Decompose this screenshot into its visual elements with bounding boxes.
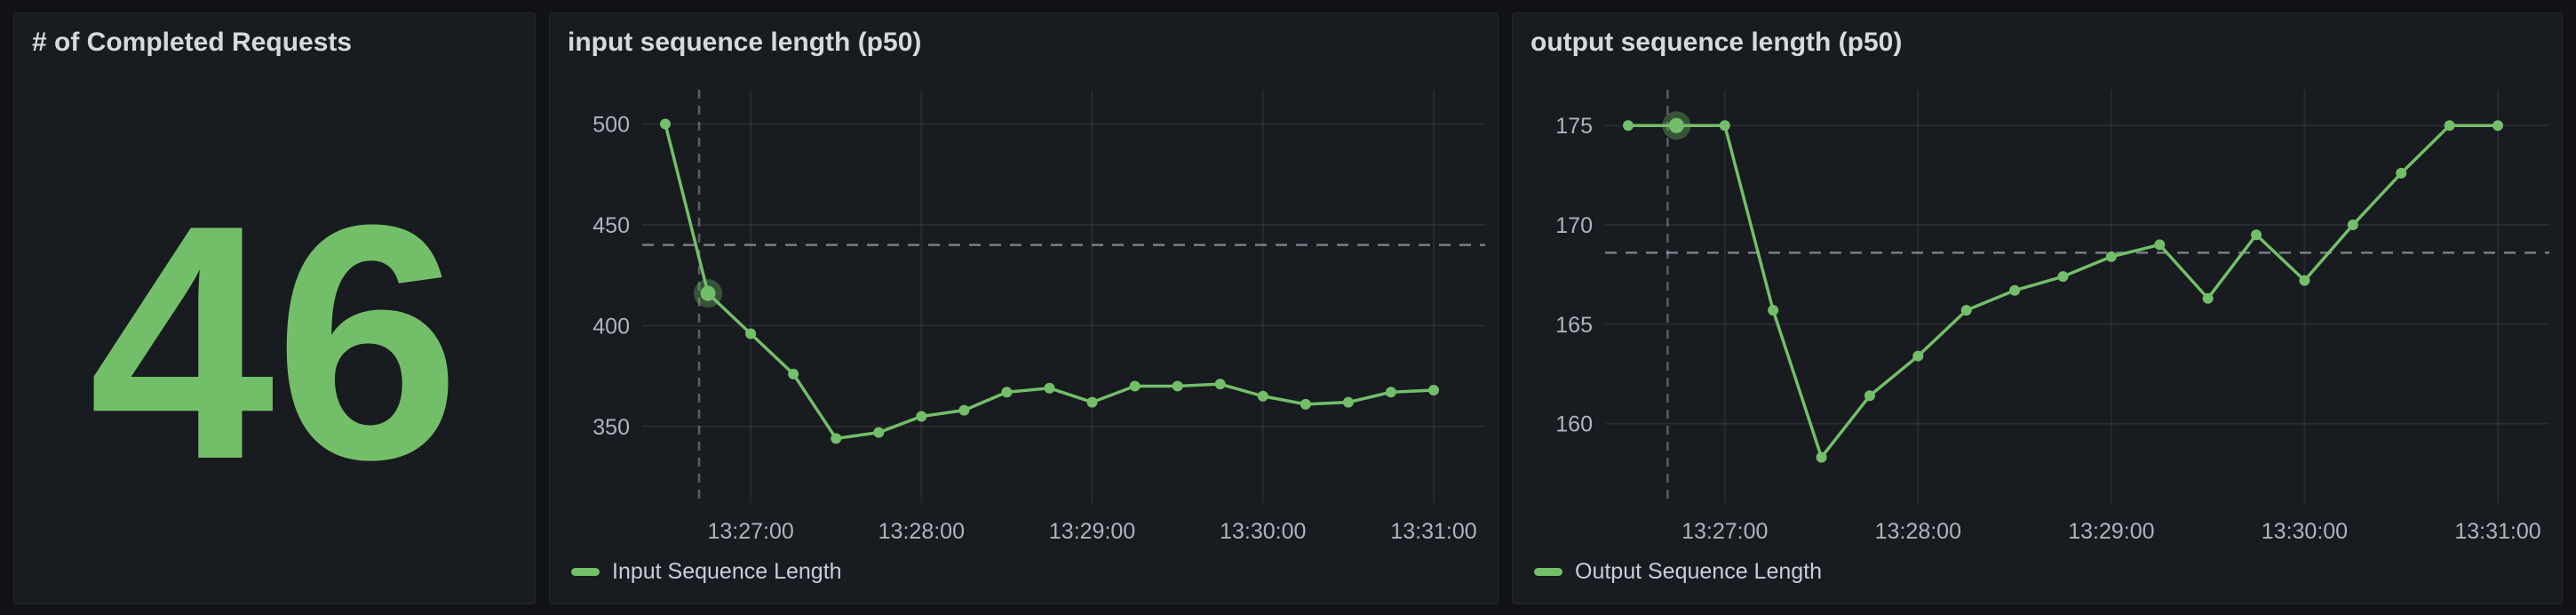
data-point[interactable] [1912, 350, 1924, 362]
data-point[interactable] [1342, 396, 1354, 408]
data-point[interactable] [1385, 386, 1396, 397]
data-point[interactable] [1257, 390, 1268, 402]
data-point[interactable] [1960, 304, 1972, 315]
y-tick-label: 165 [1555, 312, 1593, 337]
legend-series-marker [571, 568, 600, 576]
y-tick-label: 350 [592, 414, 630, 439]
data-point[interactable] [1719, 119, 1730, 131]
y-tick-label: 170 [1555, 213, 1593, 238]
data-point[interactable] [1086, 396, 1098, 408]
data-point[interactable] [745, 327, 757, 339]
data-point[interactable] [2347, 219, 2358, 230]
data-point[interactable] [1214, 378, 1226, 389]
data-point[interactable] [1623, 119, 1634, 131]
x-tick-label: 13:28:00 [1875, 519, 1961, 544]
legend-series-label[interactable]: Output Sequence Length [1575, 559, 1823, 584]
panel-input-sequence-length: input sequence length (p50) 350 400 450 500… [549, 12, 1499, 604]
data-point[interactable] [700, 285, 716, 301]
output-chart-legend: Output Sequence Length [1513, 554, 2562, 603]
x-tick-label: 13:31:00 [2454, 519, 2540, 544]
x-tick-label: 13:30:00 [2262, 519, 2348, 544]
panel-title-output-sequence-length[interactable]: output sequence length (p50) [1530, 28, 1903, 57]
data-point[interactable] [2251, 228, 2262, 240]
data-point[interactable] [2105, 251, 2117, 262]
data-point[interactable] [2444, 119, 2455, 131]
input-chart-legend: Input Sequence Length [550, 554, 1498, 603]
data-point[interactable] [1129, 379, 1141, 391]
data-point[interactable] [2154, 238, 2166, 250]
data-point[interactable] [958, 404, 970, 416]
y-tick-label: 450 [592, 212, 630, 237]
y-tick-label: 400 [592, 314, 630, 339]
legend-series-marker [1534, 568, 1562, 576]
x-tick-label: 13:28:00 [879, 519, 965, 544]
data-point[interactable] [1864, 389, 1875, 401]
chart-svg: 160 165 170 175 13:27:00 13:28:00 13:29:00 13:3… [1555, 89, 2549, 544]
data-point[interactable] [2493, 119, 2503, 131]
panel-completed-requests: # of Completed Requests 46 [13, 12, 536, 604]
y-tick-label: 175 [1555, 114, 1593, 139]
data-point[interactable] [660, 118, 671, 130]
legend-series-label[interactable]: Input Sequence Length [612, 559, 842, 584]
chart-svg: 350 400 450 500 13:27:00 13:28:00 13:29:00 13:3… [592, 89, 1485, 544]
data-point[interactable] [916, 410, 927, 421]
data-point[interactable] [2202, 292, 2214, 304]
data-point[interactable] [1044, 382, 1055, 394]
data-point[interactable] [1172, 379, 1183, 391]
y-tick-label: 500 [592, 112, 630, 137]
data-point[interactable] [2299, 275, 2310, 286]
output-sequence-length-chart[interactable]: 160 165 170 175 13:27:00 13:28:00 13:29:00 13:3… [1516, 63, 2558, 555]
data-point[interactable] [1668, 117, 1684, 133]
panel-output-sequence-length: output sequence length (p50) 160 165 170 17… [1512, 12, 2563, 604]
x-tick-label: 13:29:00 [1049, 519, 1135, 544]
data-point[interactable] [2009, 284, 2021, 296]
input-sequence-length-chart[interactable]: 350 400 450 500 13:27:00 13:28:00 13:29:00 13:3… [553, 63, 1494, 555]
data-point[interactable] [1300, 398, 1311, 410]
data-point[interactable] [1816, 451, 1827, 463]
x-tick-label: 13:29:00 [2068, 519, 2154, 544]
x-tick-label: 13:27:00 [707, 519, 793, 544]
data-point[interactable] [831, 432, 842, 443]
data-point[interactable] [2396, 167, 2407, 179]
data-point[interactable] [2057, 270, 2069, 282]
data-point[interactable] [1428, 384, 1439, 395]
x-tick-label: 13:31:00 [1390, 519, 1476, 544]
series-line [1626, 123, 2500, 459]
data-point[interactable] [1001, 386, 1013, 397]
x-tick-label: 13:30:00 [1220, 519, 1306, 544]
data-point[interactable] [788, 368, 799, 379]
stat-value-completed-requests: 46 [88, 155, 461, 529]
y-tick-label: 160 [1555, 411, 1593, 436]
data-point[interactable] [1768, 304, 1779, 315]
panel-title-completed-requests[interactable]: # of Completed Requests [32, 28, 353, 57]
panel-title-input-sequence-length[interactable]: input sequence length (p50) [568, 28, 922, 57]
data-point[interactable] [873, 427, 885, 438]
x-tick-label: 13:27:00 [1682, 519, 1768, 544]
